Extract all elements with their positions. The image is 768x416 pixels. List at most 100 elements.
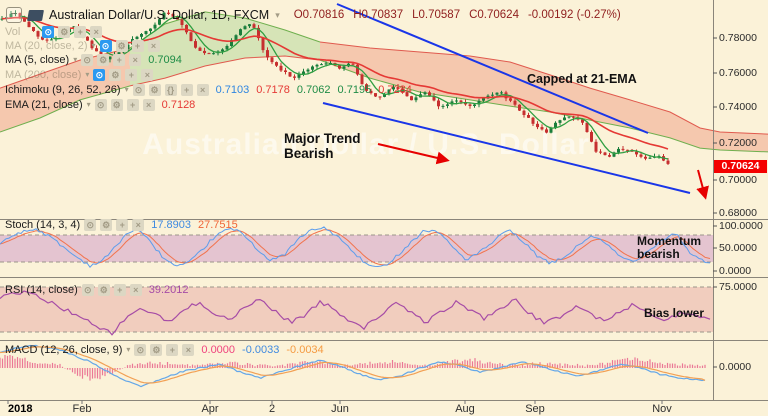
price-axis-label: 75.0000 — [719, 281, 757, 293]
stoch-k-line[interactable] — [0, 226, 711, 268]
legend-row-ema21: EMA (21, close) ▾ ⊙ ⚙ + × 0.7128 — [5, 98, 195, 111]
close-icon[interactable]: × — [196, 83, 209, 96]
time-axis-label: 2 — [268, 403, 276, 415]
close-icon[interactable]: × — [90, 25, 103, 38]
symbol-title[interactable]: Australian Dollar/U.S. Dollar, 1D, FXCM — [49, 8, 270, 22]
price-axis-label: 0.76000 — [719, 67, 757, 79]
legend-row-ichimoku: Ichimoku (9, 26, 52, 26) ▾ ⊙ ⚙{} + × 0.7103 0.7… — [5, 83, 412, 96]
close-icon[interactable]: × — [142, 98, 155, 111]
add-icon[interactable]: + — [125, 68, 138, 81]
visibility-icon[interactable]: ⊙ — [42, 25, 55, 38]
indicator-value: 0.7062 — [296, 83, 331, 96]
legend-row-macd: MACD (12, 26, close, 9) ▾ ⊙ ⚙ + × 0.0000 -0.003… — [5, 343, 324, 356]
close-icon[interactable]: × — [129, 53, 142, 66]
visibility-icon[interactable]: ⊙ — [81, 283, 94, 296]
price-axis-label: 50.0000 — [719, 242, 757, 254]
visibility-icon[interactable]: ⊙ — [81, 53, 94, 66]
add-icon[interactable]: + — [126, 98, 139, 111]
indicator-label[interactable]: Stoch (14, 3, 4) — [5, 218, 81, 231]
add-icon[interactable]: + — [180, 83, 193, 96]
add-icon[interactable]: + — [131, 39, 144, 52]
open-value: O0.70816 — [293, 9, 345, 21]
settings-icon[interactable]: ⚙ — [148, 83, 161, 96]
chevron-down-icon[interactable]: ▾ — [126, 345, 131, 354]
settings-icon[interactable]: ⚙ — [150, 343, 163, 356]
annotation-momentum-bearish[interactable]: Momentum bearish — [637, 234, 701, 261]
chevron-down-icon[interactable]: ▾ — [73, 55, 78, 64]
indicator-label[interactable]: EMA (21, close) — [5, 98, 83, 111]
red-arrow-0[interactable] — [377, 143, 450, 165]
indicator-label[interactable]: MA (20, close, 2) — [5, 39, 88, 52]
visibility-icon[interactable]: ⊙ — [93, 68, 106, 81]
legend-row-ma5: MA (5, close) ▾ ⊙ ⚙ + × 0.7094 — [5, 53, 182, 66]
ohlc-readout: O0.70816 H0.70837 L0.70587 C0.70624 -0.0… — [294, 9, 621, 21]
price-axis-label: 0.72000 — [719, 137, 757, 149]
chevron-down-icon[interactable]: ▾ — [275, 9, 280, 20]
close-icon[interactable]: × — [182, 343, 195, 356]
annotation-capped-at-ema[interactable]: Capped at 21-EMA — [527, 72, 637, 86]
braces-icon[interactable]: {} — [164, 83, 177, 96]
chevron-down-icon[interactable]: ▾ — [91, 41, 96, 50]
settings-icon[interactable]: ⚙ — [115, 39, 128, 52]
settings-icon[interactable]: ⚙ — [58, 25, 71, 38]
time-axis-label: Nov — [652, 403, 672, 415]
indicator-label[interactable]: Ichimoku (9, 26, 52, 26) — [5, 83, 121, 96]
visibility-icon[interactable]: ⊙ — [132, 83, 145, 96]
close-icon[interactable]: × — [141, 68, 154, 81]
settings-icon[interactable]: ⚙ — [109, 68, 122, 81]
settings-icon[interactable]: ⚙ — [97, 283, 110, 296]
add-icon[interactable]: + — [113, 283, 126, 296]
ma5-line[interactable] — [19, 15, 669, 160]
visibility-icon[interactable]: ⊙ — [99, 39, 112, 52]
indicator-label[interactable]: MA (5, close) — [5, 53, 70, 66]
stoch-pane — [0, 226, 713, 268]
indicator-value: 17.8903 — [151, 218, 191, 231]
visibility-icon[interactable]: ⊙ — [94, 98, 107, 111]
close-icon[interactable]: × — [129, 283, 142, 296]
settings-icon[interactable]: ⚙ — [97, 53, 110, 66]
price-axis-label: 0.78000 — [719, 32, 757, 44]
chevron-down-icon[interactable]: ▾ — [85, 70, 90, 79]
annotation-bias-lower[interactable]: Bias lower — [644, 306, 705, 320]
chevron-down-icon[interactable]: ▾ — [86, 100, 91, 109]
trendline-upper[interactable] — [336, 3, 649, 134]
add-icon[interactable]: + — [116, 218, 129, 231]
close-icon[interactable]: × — [147, 39, 160, 52]
price-axis-label: 0.0000 — [719, 265, 752, 277]
low-value: L0.70587 — [412, 9, 461, 21]
legend-row-stoch: Stoch (14, 3, 4) ⊙ ⚙ + × 17.8903 27.7515 — [5, 218, 238, 231]
price-axis-label: 0.74000 — [719, 101, 757, 113]
indicator-label[interactable]: RSI (14, close) — [5, 283, 78, 296]
rsi-line[interactable] — [0, 290, 711, 336]
legend-row-rsi: RSI (14, close) ⊙ ⚙ + × 39.2012 — [5, 283, 189, 296]
visibility-icon[interactable]: ⊙ — [84, 218, 97, 231]
visibility-icon[interactable]: ⊙ — [134, 343, 147, 356]
ema21-line[interactable] — [1, 16, 669, 150]
add-icon[interactable]: + — [74, 25, 87, 38]
settings-icon[interactable]: ⚙ — [110, 98, 123, 111]
legend-row-ma200: MA (200, close) ▾ ⊙ ⚙ + × — [5, 68, 154, 81]
red-arrow-1[interactable] — [696, 169, 709, 200]
macd-signal-line[interactable] — [0, 346, 706, 384]
stoch-d-line[interactable] — [0, 229, 711, 266]
indicator-value: 0.7284 — [378, 83, 412, 96]
indicator-label[interactable]: MA (200, close) — [5, 68, 82, 81]
watermark: Australian Dollar / U.S. Dollar — [142, 128, 590, 161]
price-axis-label: 100.0000 — [719, 220, 763, 232]
candles-layer — [0, 10, 670, 165]
annotation-major-trend[interactable]: Major Trend Bearish — [284, 131, 361, 161]
trendline-lower[interactable] — [322, 102, 691, 194]
time-axis-label: Sep — [525, 403, 545, 415]
close-icon[interactable]: × — [132, 218, 145, 231]
collapse-panes-button[interactable]: − — [6, 7, 22, 23]
indicator-value: 0.7094 — [148, 53, 182, 66]
add-icon[interactable]: + — [166, 343, 179, 356]
close-value: C0.70624 — [469, 9, 519, 21]
settings-icon[interactable]: ⚙ — [100, 218, 113, 231]
chevron-down-icon[interactable]: ▾ — [124, 85, 129, 94]
indicator-label[interactable]: Vol — [5, 25, 21, 38]
add-icon[interactable]: + — [113, 53, 126, 66]
indicator-label[interactable]: MACD (12, 26, close, 9) — [5, 343, 123, 356]
